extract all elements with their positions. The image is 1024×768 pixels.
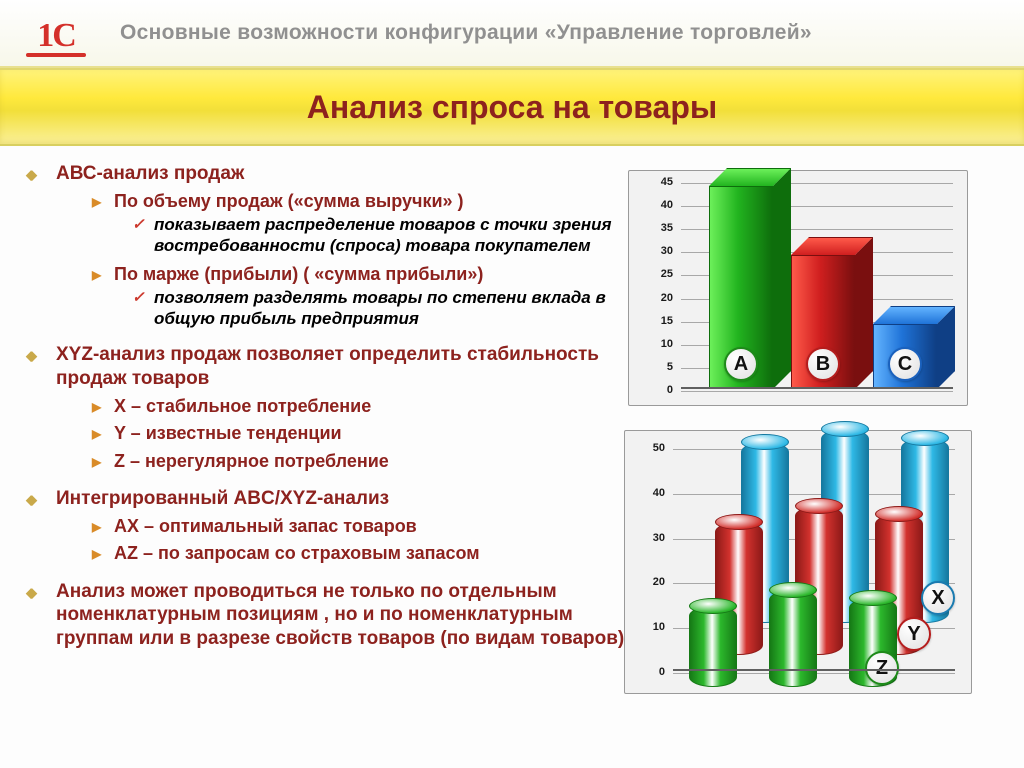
axis-tick-label: 10 bbox=[637, 338, 673, 350]
section-heading: Анализ может проводиться не только по от… bbox=[28, 580, 628, 651]
content-row: АВС-анализ продаж По объему продаж («сумм… bbox=[0, 146, 1024, 694]
axis-tick-label: 15 bbox=[637, 315, 673, 327]
axis-tick-label: 5 bbox=[637, 361, 673, 373]
badge-Z: Z bbox=[865, 651, 899, 685]
axis-baseline bbox=[673, 669, 955, 671]
logo-underline bbox=[26, 53, 86, 57]
cylinder-r2-c1 bbox=[769, 590, 817, 687]
axis-tick-label: 25 bbox=[637, 268, 673, 280]
chart-xyz-cylinders: 0 10 20 30 40 50 XYZ bbox=[624, 430, 972, 694]
title-band: Анализ спроса на товары bbox=[0, 68, 1024, 146]
gridline bbox=[681, 391, 953, 392]
axis-tick-label: 0 bbox=[631, 666, 665, 678]
logo-text: 1C bbox=[37, 17, 75, 55]
section-heading: XYZ-анализ продаж позволяет определить с… bbox=[28, 343, 628, 391]
badge-X: X bbox=[921, 581, 955, 615]
list-item: По объему продаж («сумма выручки» ) bbox=[88, 190, 628, 213]
axis-tick-label: 40 bbox=[631, 487, 665, 499]
axis-tick-label: 45 bbox=[637, 176, 673, 188]
axis-baseline bbox=[681, 387, 953, 389]
section-heading: Интегрированный ABC/XYZ-анализ bbox=[28, 487, 628, 511]
logo-1c: 1C bbox=[20, 11, 92, 63]
list-subitem: позволяет разделять товары по степени вк… bbox=[130, 288, 628, 329]
page-title: Анализ спроса на товары bbox=[307, 89, 717, 126]
list-item: Z – нерегулярное потребление bbox=[88, 450, 628, 473]
header-subtitle: Основные возможности конфигурации «Управ… bbox=[120, 21, 812, 45]
badge-B: B bbox=[806, 347, 840, 381]
axis-tick-label: 40 bbox=[637, 199, 673, 211]
axis-tick-label: 30 bbox=[637, 245, 673, 257]
axis-tick-label: 20 bbox=[631, 576, 665, 588]
badge-C: C bbox=[888, 347, 922, 381]
chart-abc-bar: 0 5 10 15 20 25 30 35 40 45 A B C bbox=[628, 170, 968, 406]
badge-A: A bbox=[724, 347, 758, 381]
list-item: AX – оптимальный запас товаров bbox=[88, 515, 628, 538]
axis-tick-label: 20 bbox=[637, 292, 673, 304]
list-item: По марже (прибыли) ( «сумма прибыли») bbox=[88, 263, 628, 286]
axis-tick-label: 35 bbox=[637, 222, 673, 234]
header-bar: 1C Основные возможности конфигурации «Уп… bbox=[0, 0, 1024, 68]
axis-tick-label: 0 bbox=[637, 384, 673, 396]
axis-tick-label: 10 bbox=[631, 621, 665, 633]
list-item: AZ – по запросам со страховым запасом bbox=[88, 542, 628, 565]
bullet-column: АВС-анализ продажПо объему продаж («сумм… bbox=[58, 162, 628, 694]
axis-tick-label: 30 bbox=[631, 532, 665, 544]
list-subitem: показывает распределение товаров с точки… bbox=[130, 215, 628, 256]
axis-tick-label: 50 bbox=[631, 442, 665, 454]
list-item: Х – стабильное потребление bbox=[88, 395, 628, 418]
section-heading: АВС-анализ продаж bbox=[28, 162, 628, 186]
badge-Y: Y bbox=[897, 617, 931, 651]
cylinder-r2-c0 bbox=[689, 606, 737, 687]
charts-column: 0 5 10 15 20 25 30 35 40 45 A B C 0 10 20 30 40 50 XYZ bbox=[628, 162, 988, 694]
list-item: Y – известные тенденции bbox=[88, 422, 628, 445]
